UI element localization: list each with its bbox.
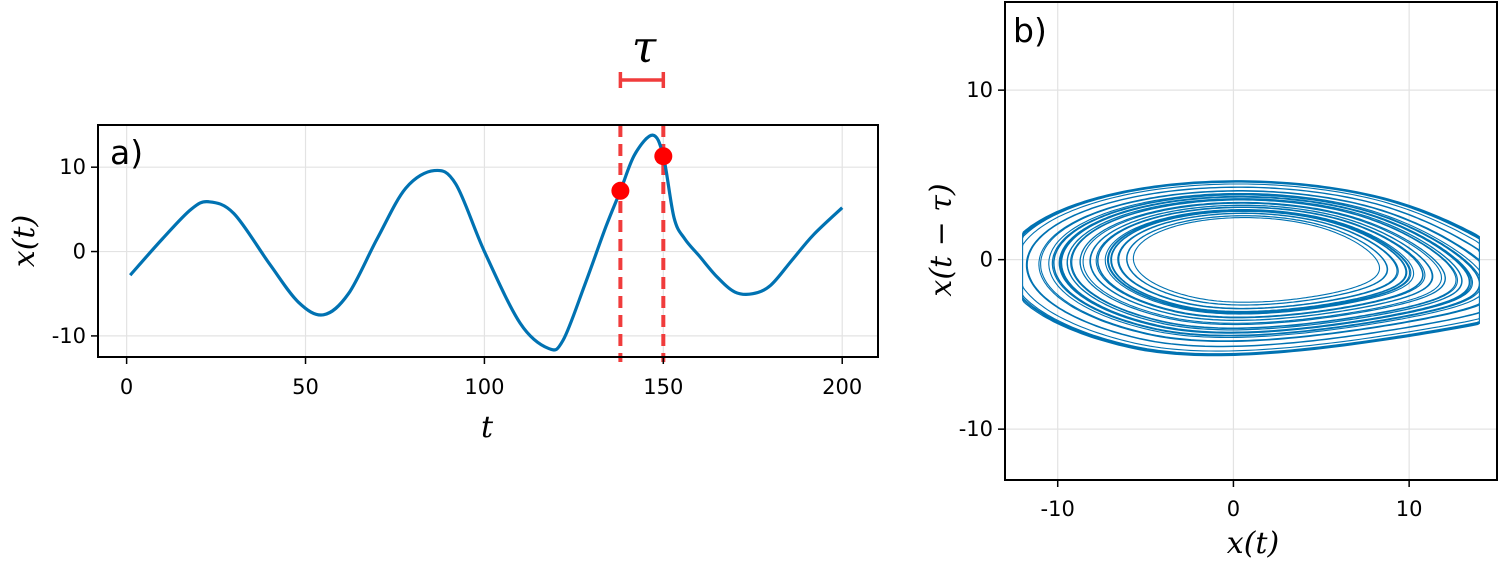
panel-a-x-tick-label: 200	[822, 375, 862, 399]
panel-a-grid	[98, 125, 878, 357]
panel-b-y-axis-label: x(t − τ)	[924, 183, 959, 296]
panel-b-y-tick-label: 10	[966, 78, 993, 102]
tau-label: τ	[632, 22, 657, 73]
panel-a-x-tick-label: 0	[120, 375, 133, 399]
panel-a-series-line	[129, 133, 844, 352]
panel-b-ticks: -10 0 10 -10 0 10	[959, 78, 1423, 521]
panel-b-x-tick-label: 10	[1396, 497, 1423, 521]
panel-a-markers	[611, 147, 673, 200]
panel-b-y-tick-label: -10	[959, 417, 993, 441]
panel-b-x-axis-label: x(t)	[1227, 526, 1279, 561]
panel-b-frame	[1004, 1, 1498, 481]
panel-b-y-tick-label: 0	[980, 248, 993, 272]
panel-a-y-axis-label: x(t)	[7, 215, 42, 267]
panel-a-label: a)	[110, 133, 143, 172]
panel-a-y-tick-label: -10	[52, 324, 86, 348]
panel-b-label: b)	[1013, 11, 1047, 50]
panel-a-frame	[97, 124, 879, 358]
panel-a-x-tick-label: 50	[292, 375, 319, 399]
panel-b-x-tick-label: 0	[1227, 497, 1240, 521]
panel-a-x-axis-label: t	[481, 410, 494, 445]
panel-b-phase-portrait: -10 0 10 -10 0 10 b) x(t) x(t − τ)	[924, 1, 1498, 561]
panel-a-y-tick-label: 0	[73, 240, 86, 264]
panel-a-y-tick-label: 10	[59, 155, 86, 179]
panel-a-x-tick-label: 100	[464, 375, 504, 399]
panel-b-grid	[1005, 2, 1497, 480]
tau-bracket	[618, 72, 666, 88]
sample-point-marker	[611, 181, 630, 200]
panel-b-x-tick-label: -10	[1041, 497, 1075, 521]
panel-b-attractor-line	[1022, 180, 1480, 357]
panel-a-x-tick-label: 150	[643, 375, 683, 399]
sample-point-marker	[654, 147, 673, 166]
panel-a-ticks: 0 50 100 150 200 -10 0 10	[52, 155, 863, 399]
panel-a-time-series: 0 50 100 150 200 -10 0 10 a) t x(t) τ	[7, 22, 879, 445]
